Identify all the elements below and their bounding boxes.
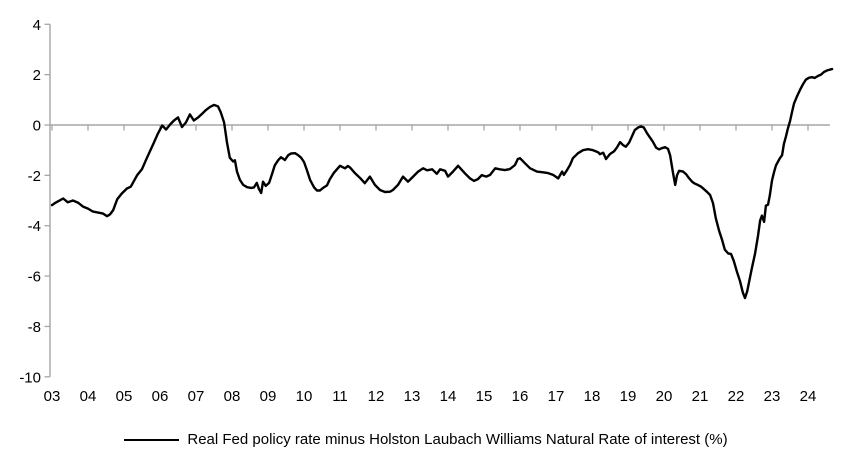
x-tick-label: 23	[764, 388, 781, 405]
x-tick-label: 06	[152, 388, 169, 405]
y-tick-label: 0	[33, 118, 41, 135]
x-tick-label: 24	[800, 388, 817, 405]
x-tick-label: 03	[44, 388, 61, 405]
y-tick-label: -4	[28, 218, 41, 235]
x-tick-label: 20	[656, 388, 673, 405]
x-tick-label: 05	[116, 388, 133, 405]
x-tick-label: 16	[512, 388, 529, 405]
x-tick-label: 11	[332, 388, 348, 405]
x-tick-label: 17	[548, 388, 565, 405]
x-tick-label: 21	[692, 388, 709, 405]
legend-line-sample	[124, 438, 180, 441]
x-tick-label: 19	[620, 388, 637, 405]
y-tick-label: -2	[28, 168, 41, 185]
x-tick-label: 14	[440, 388, 457, 405]
y-tick-label: -8	[28, 319, 41, 336]
data-line	[50, 67, 834, 300]
legend-label: Real Fed policy rate minus Holston Lauba…	[187, 431, 728, 448]
legend: Real Fed policy rate minus Holston Lauba…	[0, 431, 852, 448]
x-tick-label: 15	[476, 388, 493, 405]
y-tick-label: -6	[28, 269, 41, 286]
y-tick-label: 2	[33, 67, 41, 84]
x-tick-label: 09	[260, 388, 277, 405]
x-tick-label: 07	[188, 388, 205, 405]
x-tick-label: 13	[404, 388, 421, 405]
x-tick-label: 12	[368, 388, 385, 405]
x-tick-label: 04	[80, 388, 97, 405]
y-tick-label: 4	[33, 17, 41, 34]
x-tick-label: 08	[224, 388, 241, 405]
x-tick-label: 18	[584, 388, 601, 405]
y-tick-label: -10	[19, 369, 41, 386]
x-tick-label: 22	[728, 388, 745, 405]
x-tick-label: 10	[296, 388, 313, 405]
